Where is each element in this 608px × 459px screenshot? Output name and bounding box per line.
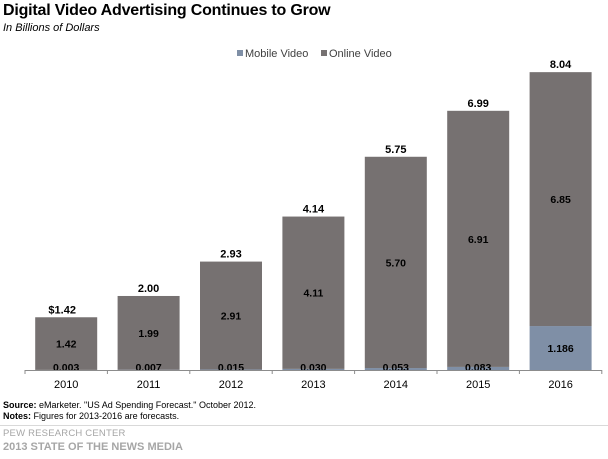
legend-swatch-mobile (237, 50, 243, 56)
data-label-total-2016: 8.04 (550, 59, 572, 71)
data-label-online-2014: 5.70 (386, 257, 407, 269)
notes-text: Figures for 2013-2016 are forecasts. (31, 411, 180, 421)
bar-online-2012 (200, 261, 262, 370)
bar-mobile-2016 (529, 326, 592, 370)
legend-swatch-online (321, 50, 327, 56)
x-tick-2015: 2015 (466, 379, 490, 391)
notes-note: Notes: Figures for 2013-2016 are forecas… (3, 411, 179, 421)
data-label-total-2015: 6.99 (467, 98, 488, 110)
data-label-online-2013: 4.11 (303, 288, 323, 300)
data-label-mobile-2015: 0.083 (465, 362, 491, 374)
bar-mobile-2013 (282, 368, 345, 370)
data-label-total-2012: 2.93 (220, 249, 241, 261)
x-tick-2016: 2016 (548, 379, 572, 391)
data-label-total-2013: 4.14 (303, 204, 325, 216)
footer-divider (0, 425, 608, 426)
data-label-online-2012: 2.91 (221, 311, 242, 323)
data-label-online-2016: 6.85 (550, 194, 571, 206)
bar-mobile-2015 (447, 366, 510, 370)
x-tick-2013: 2013 (301, 379, 325, 391)
legend-label-mobile: Mobile Video (245, 48, 308, 60)
data-label-online-2011: 1.99 (138, 328, 159, 340)
data-label-online-2010: 1.42 (56, 339, 77, 351)
stacked-bar-chart: Mobile Video Online Video 1.42 0.003 $1.42 20… (24, 48, 603, 391)
notes-label: Notes: (3, 411, 32, 421)
x-tick-2014: 2014 (384, 379, 408, 391)
org-name: PEW RESEARCH CENTER (3, 428, 126, 439)
bar-mobile-2014 (364, 368, 427, 370)
bar-online-2014 (364, 156, 427, 369)
report-name: 2013 STATE OF THE NEWS MEDIA (3, 441, 183, 453)
data-label-total-2014: 5.75 (385, 144, 406, 156)
source-text: eMarketer. "US Ad Spending Forecast." Oc… (36, 400, 257, 410)
source-label: Source: (3, 400, 37, 410)
data-label-mobile-2016: 1.186 (547, 343, 573, 355)
bar-online-2016 (529, 72, 592, 327)
page-title: Digital Video Advertising Continues to G… (3, 2, 331, 19)
data-label-mobile-2011: 0.007 (135, 362, 161, 374)
bar-online-2015 (447, 110, 510, 367)
data-label-total-2011: 2.00 (138, 283, 159, 295)
legend-label-online: Online Video (329, 48, 392, 60)
x-tick-2011: 2011 (137, 379, 161, 391)
x-tick-2010: 2010 (54, 379, 78, 391)
data-label-mobile-2013: 0.030 (300, 362, 326, 374)
source-note: Source: eMarketer. "US Ad Spending Forec… (3, 400, 256, 410)
bar-online-2010 (35, 317, 98, 370)
x-tick-2012: 2012 (219, 379, 243, 391)
chart-subtitle: In Billions of Dollars (3, 22, 100, 34)
data-label-total-2010: $1.42 (48, 304, 76, 316)
data-label-mobile-2014: 0.053 (383, 362, 409, 374)
bar-online-2013 (282, 216, 345, 369)
bar-online-2011 (117, 295, 180, 370)
bar-mobile-2012 (200, 369, 262, 370)
data-label-mobile-2010: 0.003 (53, 362, 79, 374)
data-label-mobile-2012: 0.015 (218, 362, 244, 374)
data-label-online-2015: 6.91 (468, 234, 489, 246)
